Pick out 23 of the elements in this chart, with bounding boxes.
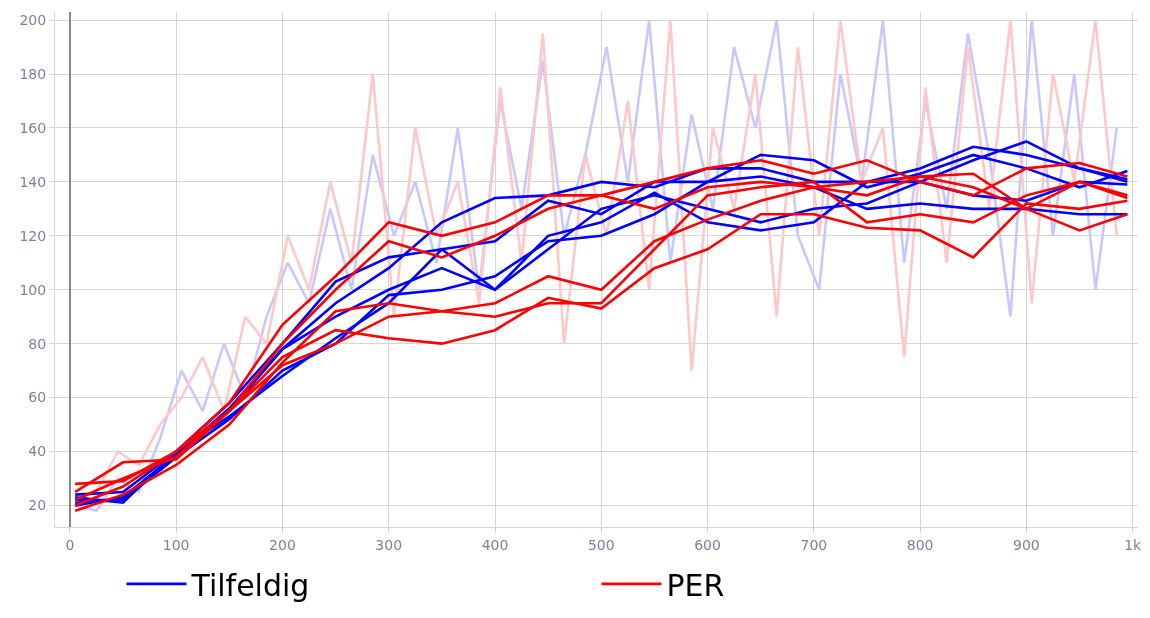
x-tick-label: 100 xyxy=(162,536,190,553)
x-tick-label: 800 xyxy=(906,536,934,553)
legend-label: PER xyxy=(666,567,725,603)
x-tick-label: 200 xyxy=(269,536,296,553)
y-tick-label: 100 xyxy=(19,281,47,298)
x-tick-label: 1k xyxy=(1124,536,1143,553)
x-tick-label: 0 xyxy=(65,536,75,553)
x-tick-label: 600 xyxy=(694,536,721,553)
y-tick-label: 180 xyxy=(19,65,47,82)
y-tick-label: 60 xyxy=(28,389,47,406)
x-tick-label: 700 xyxy=(800,536,828,553)
y-tick-label: 120 xyxy=(19,227,47,244)
x-tick-label: 400 xyxy=(481,536,509,553)
y-tick-label: 40 xyxy=(28,443,47,460)
x-tick-label: 300 xyxy=(375,536,403,553)
x-tick-label: 900 xyxy=(1013,536,1040,553)
y-tick-label: 20 xyxy=(28,497,47,514)
x-tick-label: 500 xyxy=(587,536,615,553)
legend-label: Tilfeldig xyxy=(190,567,310,603)
y-tick-label: 140 xyxy=(19,173,47,190)
y-tick-label: 160 xyxy=(19,119,47,136)
y-tick-label: 80 xyxy=(28,335,47,352)
y-tick-label: 200 xyxy=(19,11,47,28)
